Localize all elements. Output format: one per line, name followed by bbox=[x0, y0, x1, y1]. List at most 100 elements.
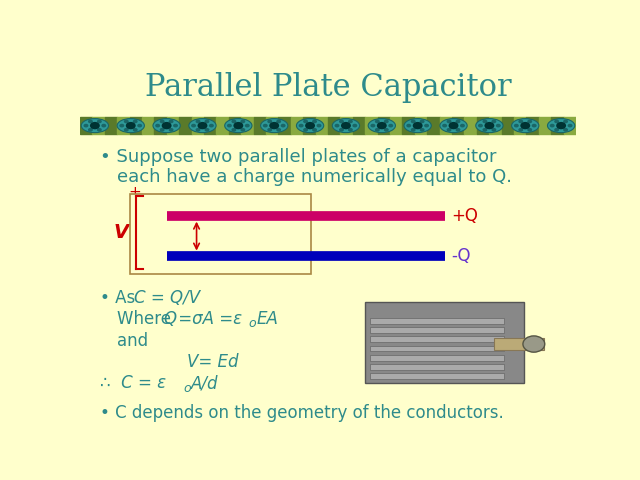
Bar bbox=[154, 117, 167, 134]
Text: Q: Q bbox=[163, 310, 177, 328]
Circle shape bbox=[232, 128, 236, 132]
Circle shape bbox=[281, 124, 285, 128]
Bar bbox=[291, 117, 303, 134]
Circle shape bbox=[339, 128, 344, 132]
Bar bbox=[316, 117, 328, 134]
Circle shape bbox=[411, 120, 415, 123]
Text: o: o bbox=[183, 383, 191, 396]
Circle shape bbox=[124, 120, 129, 123]
Circle shape bbox=[447, 120, 452, 123]
Bar bbox=[564, 117, 576, 134]
Circle shape bbox=[388, 124, 393, 128]
Text: -Q: -Q bbox=[451, 248, 470, 265]
Bar bbox=[370, 318, 504, 324]
Circle shape bbox=[276, 120, 281, 123]
Bar bbox=[489, 117, 502, 134]
Text: • C depends on the geometry of the conductors.: • C depends on the geometry of the condu… bbox=[100, 404, 504, 422]
Circle shape bbox=[411, 128, 415, 132]
Ellipse shape bbox=[332, 119, 360, 132]
Circle shape bbox=[312, 128, 317, 132]
Bar bbox=[129, 194, 310, 274]
Circle shape bbox=[527, 128, 532, 132]
Text: • Suppose two parallel plates of a capacitor: • Suppose two parallel plates of a capac… bbox=[100, 148, 497, 166]
Bar bbox=[539, 117, 551, 134]
Bar bbox=[179, 117, 191, 134]
Circle shape bbox=[234, 122, 243, 129]
Bar bbox=[353, 117, 365, 134]
Circle shape bbox=[132, 128, 138, 132]
Bar bbox=[370, 355, 504, 360]
Bar bbox=[452, 117, 465, 134]
Circle shape bbox=[227, 124, 232, 128]
Circle shape bbox=[173, 124, 178, 128]
Circle shape bbox=[263, 124, 268, 128]
Circle shape bbox=[413, 122, 422, 129]
Bar bbox=[370, 364, 504, 370]
Circle shape bbox=[527, 120, 532, 123]
Circle shape bbox=[420, 120, 424, 123]
Circle shape bbox=[241, 120, 245, 123]
Bar bbox=[465, 117, 477, 134]
Circle shape bbox=[209, 124, 214, 128]
Circle shape bbox=[317, 124, 321, 128]
Circle shape bbox=[532, 124, 537, 128]
Text: V= Ed: V= Ed bbox=[187, 353, 238, 372]
Bar bbox=[129, 117, 142, 134]
Circle shape bbox=[303, 128, 308, 132]
Bar bbox=[278, 117, 291, 134]
Circle shape bbox=[341, 122, 351, 129]
Circle shape bbox=[375, 128, 380, 132]
Text: o: o bbox=[249, 317, 256, 330]
Bar bbox=[477, 117, 489, 134]
Bar bbox=[527, 117, 539, 134]
Bar bbox=[365, 301, 524, 383]
Circle shape bbox=[348, 120, 353, 123]
Circle shape bbox=[244, 124, 250, 128]
Bar bbox=[502, 117, 514, 134]
Circle shape bbox=[447, 128, 452, 132]
Circle shape bbox=[449, 122, 458, 129]
Circle shape bbox=[191, 124, 196, 128]
Bar bbox=[415, 117, 428, 134]
Circle shape bbox=[353, 124, 357, 128]
Circle shape bbox=[456, 120, 460, 123]
Bar bbox=[191, 117, 204, 134]
Circle shape bbox=[348, 128, 353, 132]
Circle shape bbox=[312, 120, 317, 123]
Text: Where: Where bbox=[117, 310, 177, 328]
Ellipse shape bbox=[476, 119, 503, 132]
Circle shape bbox=[159, 128, 164, 132]
Ellipse shape bbox=[440, 119, 467, 132]
Circle shape bbox=[406, 124, 412, 128]
Circle shape bbox=[196, 120, 200, 123]
Bar bbox=[514, 117, 526, 134]
Ellipse shape bbox=[225, 119, 252, 132]
Text: =σA =ε: =σA =ε bbox=[173, 310, 243, 328]
Circle shape bbox=[478, 124, 483, 128]
Bar bbox=[390, 117, 403, 134]
Bar bbox=[266, 117, 278, 134]
Bar bbox=[340, 117, 353, 134]
Text: V: V bbox=[113, 223, 128, 242]
Bar bbox=[229, 117, 241, 134]
Bar bbox=[494, 338, 544, 349]
Circle shape bbox=[276, 128, 281, 132]
Bar bbox=[370, 336, 504, 342]
Circle shape bbox=[518, 128, 524, 132]
Ellipse shape bbox=[153, 119, 180, 132]
Circle shape bbox=[442, 124, 447, 128]
Circle shape bbox=[384, 120, 388, 123]
Text: • As: • As bbox=[100, 288, 140, 307]
Circle shape bbox=[299, 124, 303, 128]
Text: d: d bbox=[203, 227, 214, 245]
Circle shape bbox=[420, 128, 424, 132]
Circle shape bbox=[268, 128, 272, 132]
Bar bbox=[551, 117, 564, 134]
Circle shape bbox=[375, 120, 380, 123]
Ellipse shape bbox=[511, 119, 539, 132]
Bar bbox=[403, 117, 415, 134]
Bar bbox=[328, 117, 340, 134]
Ellipse shape bbox=[189, 119, 216, 132]
Circle shape bbox=[568, 124, 573, 128]
Ellipse shape bbox=[81, 119, 109, 132]
